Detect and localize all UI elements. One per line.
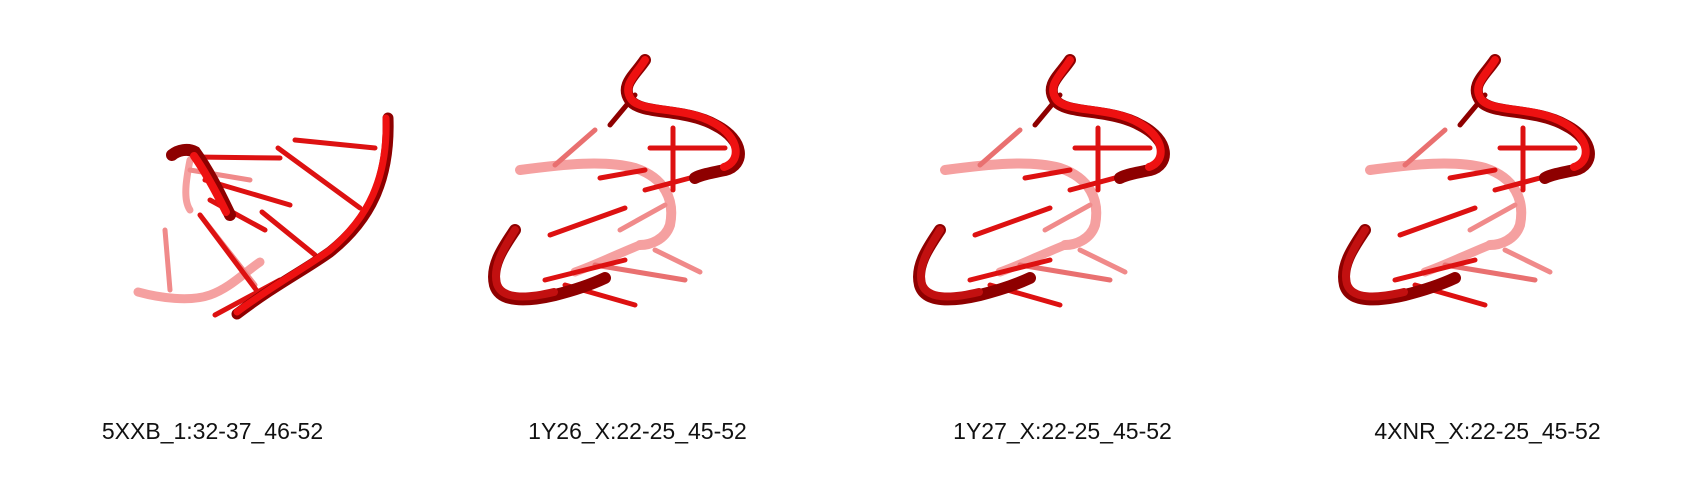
- structure-label-3: 1Y27_X:22-25_45-52: [953, 418, 1172, 444]
- structure-panel-2: 1Y26_X:22-25_45-52: [425, 0, 850, 480]
- rna-structure-render-3: [850, 40, 1275, 370]
- structure-panel-1: 5XXB_1:32-37_46-52: [0, 0, 425, 480]
- rna-structure-render-1: [133, 112, 394, 320]
- structure-panel-3: 1Y27_X:22-25_45-52: [850, 0, 1275, 480]
- structure-label-4: 4XNR_X:22-25_45-52: [1374, 418, 1601, 444]
- structure-label-1: 5XXB_1:32-37_46-52: [101, 418, 324, 444]
- rna-structure-render-2: [425, 40, 850, 370]
- structure-label-2: 1Y26_X:22-25_45-52: [528, 418, 747, 444]
- structure-panel-4: 4XNR_X:22-25_45-52: [1275, 0, 1700, 480]
- rna-structure-render-4: [1275, 40, 1700, 370]
